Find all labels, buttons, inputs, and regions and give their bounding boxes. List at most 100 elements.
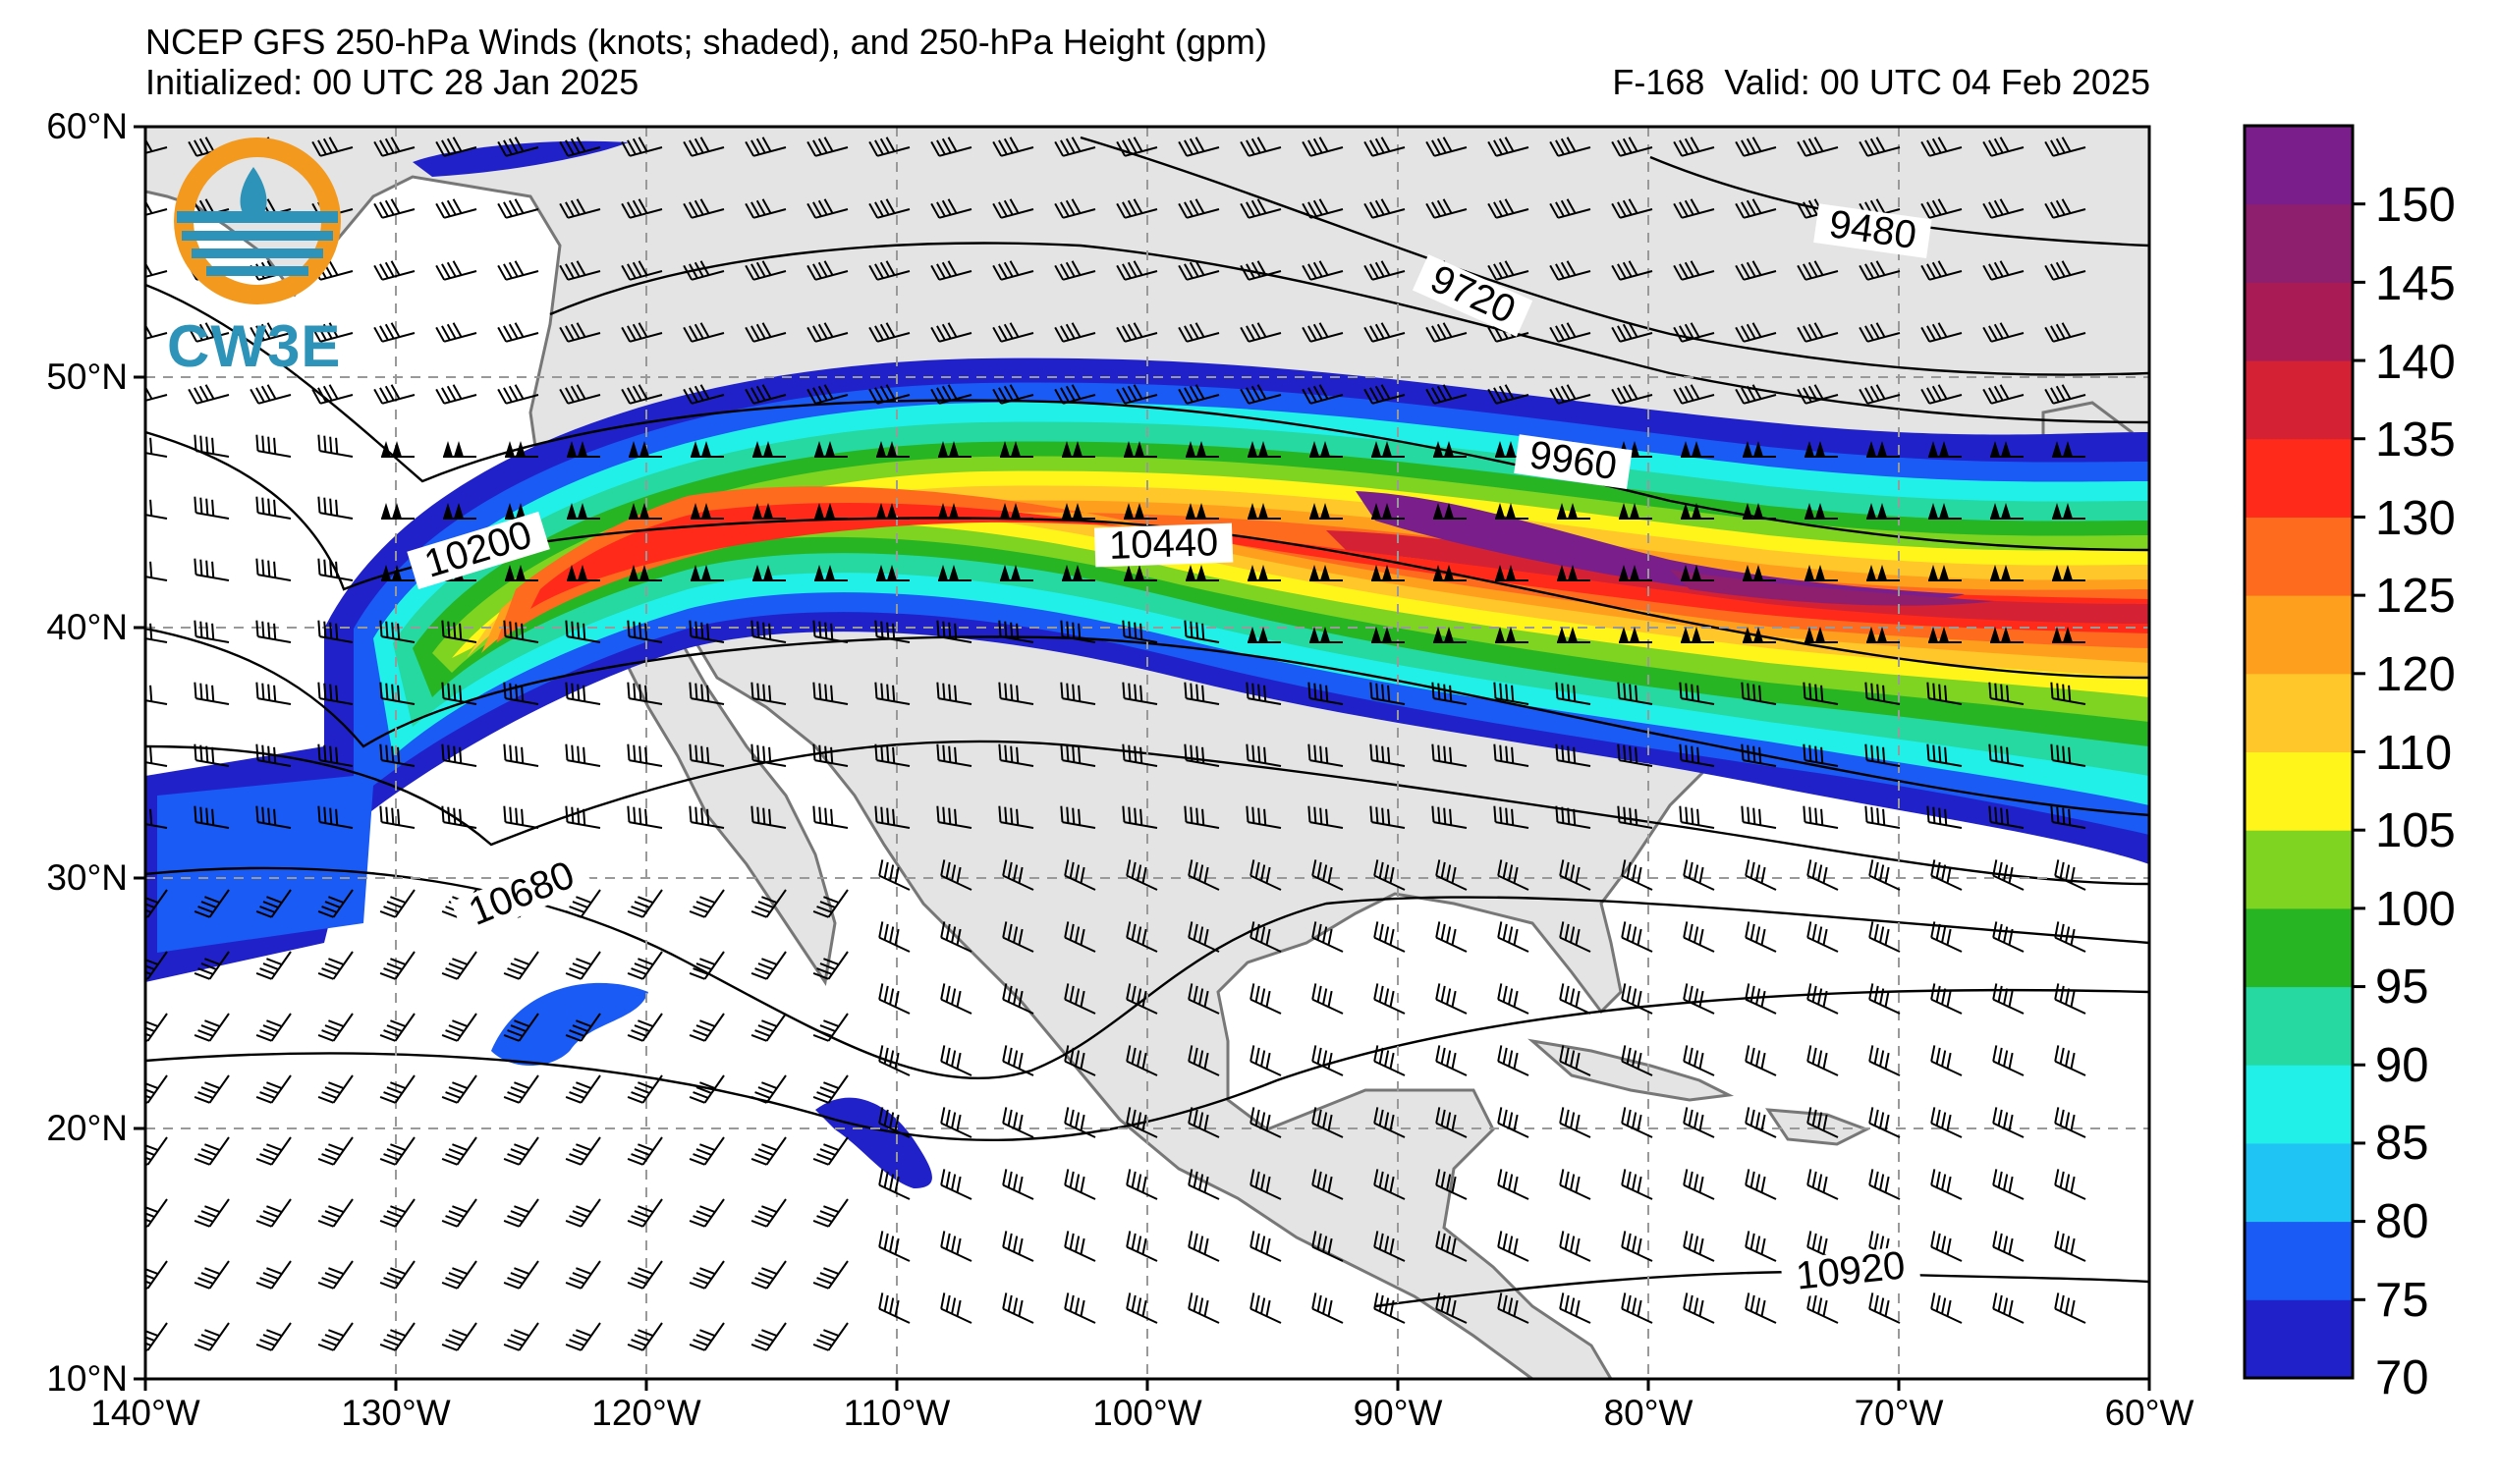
colorbar-swatch [2245, 986, 2353, 1066]
wind-barb [1982, 260, 2025, 281]
wind-barb [317, 1136, 354, 1166]
wind-barb [565, 1322, 601, 1351]
wind-barb [1240, 322, 1282, 343]
colorbar-label-150: 150 [2375, 179, 2456, 232]
wind-barb [1373, 921, 1406, 953]
wind-barb [1186, 503, 1219, 520]
wind-barb [565, 1013, 601, 1042]
wind-barb [1302, 198, 1344, 219]
wind-barb [627, 805, 663, 829]
wind-barb [1559, 1292, 1591, 1324]
wind-barb [1302, 137, 1344, 157]
wind-barb [629, 441, 662, 458]
wind-barb [1557, 565, 1590, 581]
wind-barb [689, 889, 725, 918]
wind-barb [441, 805, 477, 829]
wind-barb [373, 260, 416, 281]
wind-barb [1249, 921, 1282, 953]
wind-barb [1311, 1169, 1344, 1200]
wind-barb [752, 565, 786, 581]
wind-barb [1920, 384, 1963, 405]
wind-barb [1859, 137, 1901, 157]
wind-barb [878, 921, 911, 953]
wind-barb [1982, 137, 2025, 157]
wind-barb [255, 1136, 292, 1166]
wind-barb [565, 805, 601, 829]
wind-barb [868, 322, 911, 343]
wind-barb [750, 1322, 787, 1351]
wind-barb [1371, 503, 1405, 520]
wind-barb [2054, 983, 2086, 1015]
wind-barb [373, 322, 416, 343]
colorbar-label-130: 130 [2375, 492, 2456, 545]
wind-barb [1060, 620, 1096, 643]
wind-barb [1435, 1231, 1468, 1262]
wind-barb [255, 620, 292, 643]
lon-label-120w: 120°W [591, 1393, 701, 1433]
wind-barb [752, 503, 786, 520]
wind-barb [940, 1231, 972, 1262]
wind-barb [1681, 627, 1714, 643]
wind-barb [1240, 260, 1282, 281]
wind-barb [627, 682, 663, 705]
wind-barb [1002, 921, 1034, 953]
wind-barb [1248, 503, 1281, 520]
wind-barb [1681, 441, 1714, 458]
wind-barb [1311, 1045, 1344, 1076]
wind-barb [1124, 565, 1157, 581]
wind-barb [1681, 503, 1714, 520]
wind-barb [1617, 805, 1653, 829]
wind-barb [1549, 384, 1591, 405]
wind-barb [745, 322, 787, 343]
wind-barb [1617, 682, 1653, 705]
wind-barb [373, 384, 416, 405]
wind-barb [503, 1322, 539, 1351]
wind-barb [255, 1074, 292, 1104]
wind-barb [2050, 743, 2086, 767]
wind-barb [317, 1013, 354, 1042]
wind-barb [1982, 384, 2025, 405]
lon-label-110w: 110°W [843, 1393, 951, 1433]
wind-barb [1864, 743, 1901, 767]
wind-barb [1126, 859, 1158, 891]
wind-barb [2044, 260, 2086, 281]
wind-barb [1435, 1107, 1468, 1138]
wind-barb [936, 620, 972, 643]
wind-barb [317, 1198, 354, 1228]
wind-barb [1064, 1045, 1096, 1076]
wind-barb [255, 434, 292, 458]
wind-barb [1806, 1292, 1839, 1324]
wind-barb [1363, 260, 1406, 281]
wind-barb [806, 260, 849, 281]
wind-barb [1002, 1292, 1034, 1324]
wind-barb [1741, 743, 1777, 767]
colorbar-label-80: 80 [2375, 1195, 2429, 1248]
wind-barb [689, 1074, 725, 1104]
wind-barb [379, 682, 416, 705]
wind-barb [1990, 503, 2024, 520]
wind-barb [194, 1074, 230, 1104]
wind-barb [627, 1074, 663, 1104]
wind-barb [435, 384, 477, 405]
wind-barb [1559, 1045, 1591, 1076]
wind-barb [1060, 743, 1096, 767]
colorbar-swatch [2245, 830, 2353, 909]
wind-barb [379, 743, 416, 767]
wind-barb [1926, 805, 1963, 829]
wind-barb [1369, 805, 1406, 829]
wind-barb [1064, 1107, 1096, 1138]
wind-barb [1928, 565, 1962, 581]
wind-barb [1683, 1292, 1715, 1324]
wind-barb [1188, 1231, 1220, 1262]
wind-barb [145, 137, 168, 157]
wind-barb [435, 322, 477, 343]
wind-barb [812, 951, 849, 980]
wind-barb [1741, 682, 1777, 705]
wind-barb [1992, 859, 2025, 891]
wind-barb [1619, 565, 1652, 581]
wind-barb [1497, 1045, 1529, 1076]
wind-barb [1000, 441, 1033, 458]
wind-barb [689, 805, 725, 829]
wind-barb [559, 260, 601, 281]
wind-barb [1617, 743, 1653, 767]
